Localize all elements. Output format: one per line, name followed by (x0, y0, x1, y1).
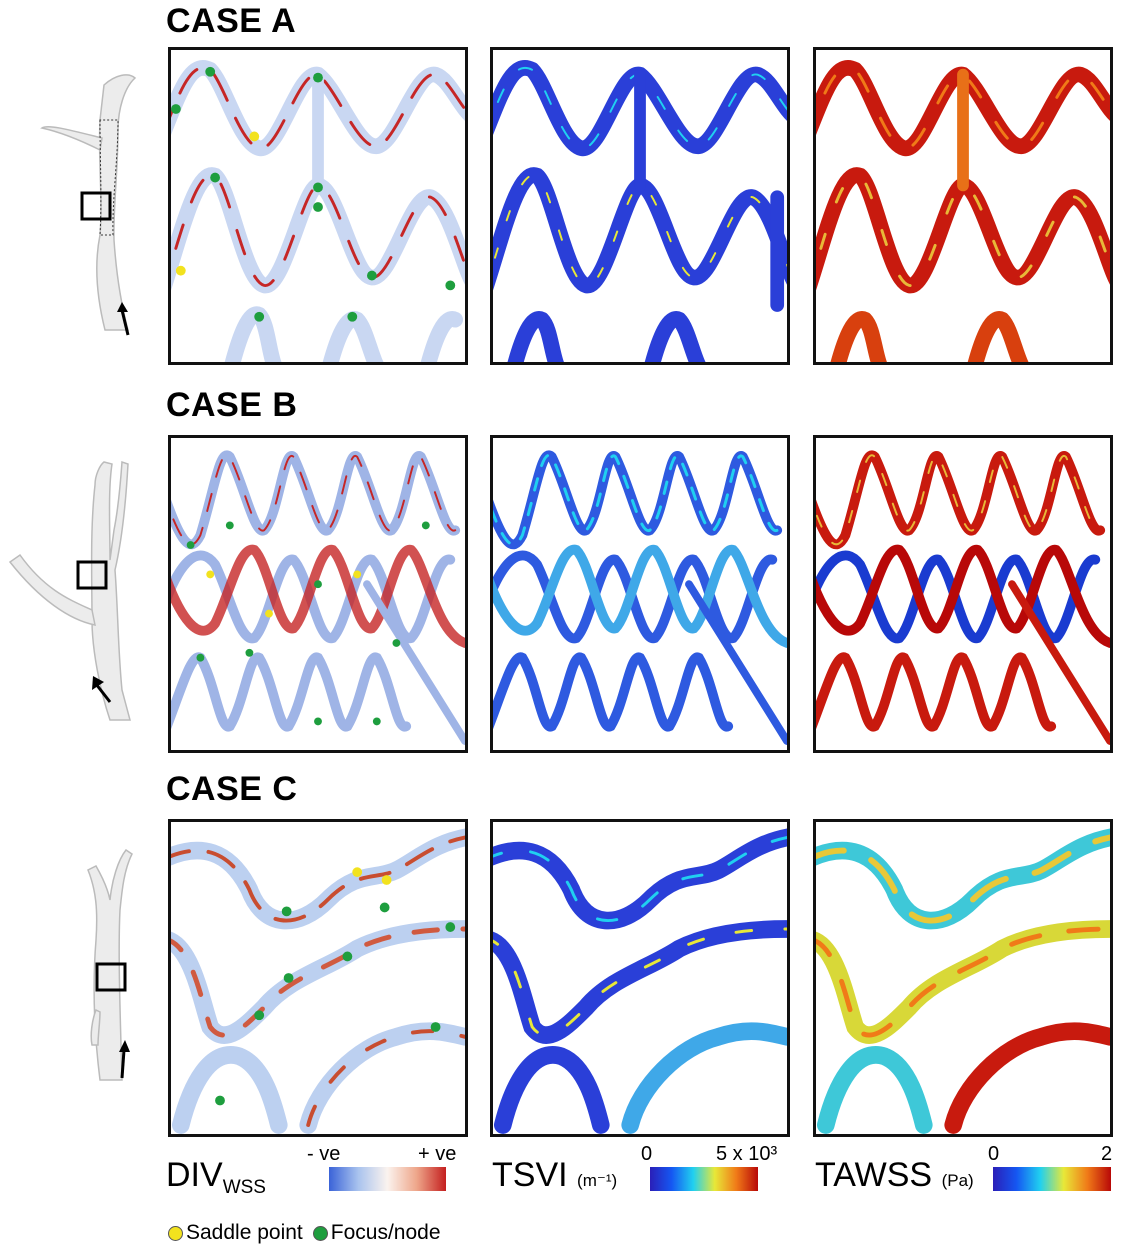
divwss-sub: WSS (222, 1177, 266, 1198)
divwss-min-label: - ve (307, 1143, 341, 1165)
vessel-model-case-b (8, 460, 131, 721)
divwss-legend-label: DIVWSS (166, 1156, 266, 1199)
tawss-unit: (Pa) (941, 1171, 974, 1190)
marker-legend: Saddle point Focus/node (168, 1221, 451, 1245)
zoom-box (95, 962, 127, 992)
panel-case-b-tsvi (490, 435, 790, 753)
tsvi-max-label: 5 x 10³ (716, 1143, 778, 1165)
focus-node-dot-icon (312, 1225, 328, 1241)
case-a-title: CASE A (166, 2, 297, 40)
tawss-colorbar (993, 1167, 1111, 1191)
tsvi-min-label: 0 (641, 1143, 653, 1165)
panel-case-c-tawss (813, 819, 1113, 1137)
divwss-main: DIV (166, 1156, 223, 1194)
tsvi-unit: (m⁻¹) (577, 1171, 618, 1190)
saddle-point-dot-icon (168, 1225, 183, 1241)
vessel-model-case-c (87, 848, 133, 1081)
saddle-point-label: Saddle point (186, 1221, 303, 1244)
tsvi-legend-label: TSVI (m⁻¹) (492, 1156, 617, 1195)
case-c-title: CASE C (166, 770, 298, 808)
saddle-point-legend: Saddle point (168, 1221, 303, 1245)
panel-case-a-tawss (813, 47, 1113, 365)
flow-arrow-icon (92, 676, 104, 690)
tawss-label: TAWSS (815, 1156, 933, 1194)
panel-case-b-divwss (168, 435, 468, 753)
tawss-min-label: 0 (988, 1143, 1000, 1165)
zoom-box (80, 191, 112, 221)
divwss-max-label: + ve (418, 1143, 457, 1165)
focus-node-legend: Focus/node (312, 1221, 441, 1245)
panel-case-a-tsvi (490, 47, 790, 365)
case-b-title: CASE B (166, 386, 298, 424)
tsvi-colorbar (650, 1167, 758, 1191)
zoom-box (76, 560, 108, 590)
panel-case-b-tawss (813, 435, 1113, 753)
tawss-max-label: 2 (1101, 1143, 1113, 1165)
flow-arrow-icon (117, 302, 128, 312)
flow-arrow-icon (119, 1040, 130, 1052)
panel-case-c-divwss (168, 819, 468, 1137)
vessel-model-case-a (40, 74, 137, 336)
panel-case-c-tsvi (490, 819, 790, 1137)
tawss-legend-label: TAWSS (Pa) (815, 1156, 974, 1195)
divwss-colorbar (329, 1167, 446, 1191)
panel-case-a-divwss (168, 47, 468, 365)
focus-node-label: Focus/node (330, 1221, 441, 1244)
tsvi-label: TSVI (492, 1156, 568, 1194)
